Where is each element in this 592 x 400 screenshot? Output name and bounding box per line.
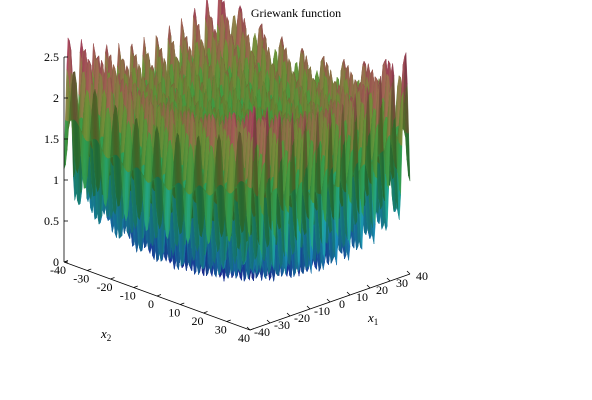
chart-title: Griewank function: [251, 6, 341, 20]
surface-mesh: [63, 0, 411, 283]
